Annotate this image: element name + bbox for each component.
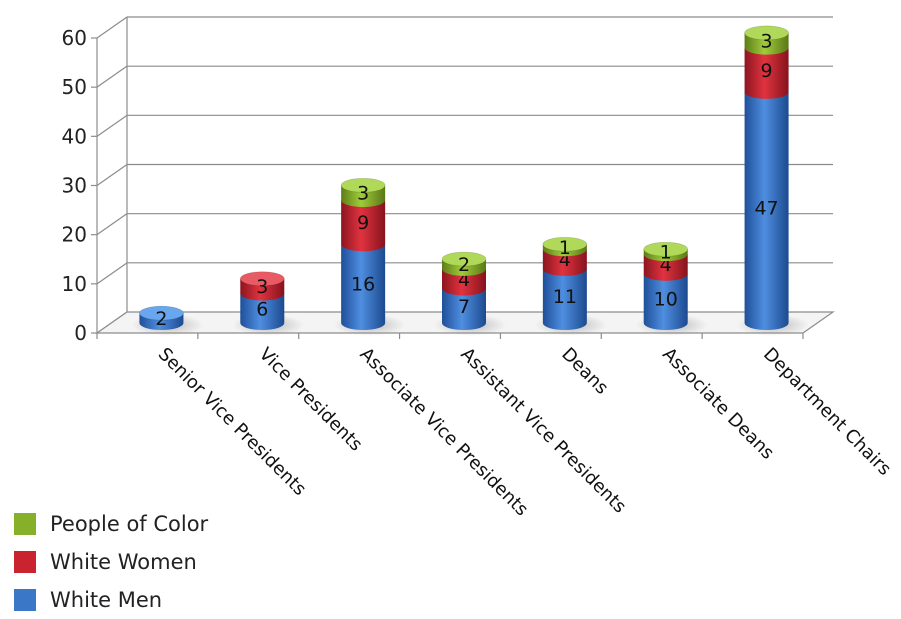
data-label: 2	[458, 254, 470, 276]
y-tick-label: 40	[62, 124, 87, 148]
legend-item-white-men: White Men	[14, 581, 208, 619]
legend-label: White Men	[50, 588, 163, 612]
bar-top-people-of-color	[643, 241, 689, 257]
data-label: 1	[660, 242, 672, 264]
gridline-side	[96, 213, 128, 236]
category-label: Assistant Vice Presidents	[456, 344, 630, 518]
bar-top-white-men	[139, 305, 184, 321]
data-label: 47	[754, 197, 778, 219]
bar-segment-white-men	[542, 268, 587, 331]
gridline-side	[96, 164, 128, 186]
y-tick-label: 0	[74, 321, 87, 345]
data-label: 1	[559, 237, 571, 259]
data-label: 3	[256, 276, 268, 298]
bar-top-white-women	[239, 271, 285, 287]
bar-segment-white-women	[442, 268, 486, 296]
data-label: 10	[654, 288, 678, 310]
data-label: 9	[761, 60, 773, 82]
data-label: 6	[256, 298, 268, 320]
y-tick-label: 60	[62, 26, 87, 50]
bar-top-people-of-color	[441, 251, 487, 267]
bar-segment-white-men	[744, 91, 789, 331]
gridline-side	[96, 262, 128, 285]
category-label: Department Chairs	[759, 344, 895, 480]
data-label: 3	[761, 30, 773, 52]
data-label: 11	[553, 286, 577, 308]
legend-label: People of Color	[50, 512, 209, 536]
legend-item-people-of-color: People of Color	[14, 505, 208, 543]
bar-segment-white-women	[542, 249, 587, 276]
gridline-side	[96, 114, 128, 137]
bar-segment-white-men	[240, 293, 285, 331]
data-label: 9	[357, 212, 369, 234]
data-label: 7	[458, 296, 470, 318]
gridline-side	[96, 65, 128, 88]
bar-segment-white-women	[744, 47, 789, 99]
y-tick-label: 20	[62, 223, 87, 247]
bar-top-people-of-color	[340, 177, 386, 193]
legend-item-white-women: White Women	[14, 543, 208, 581]
legend-swatch	[14, 589, 36, 611]
bar-segment-white-men	[643, 273, 688, 331]
bar-top-people-of-color	[542, 236, 588, 252]
y-tick-label: 50	[62, 75, 87, 99]
bar-segment-white-women	[341, 200, 386, 252]
gridline-side	[96, 16, 128, 39]
legend-swatch	[14, 513, 36, 535]
category-label: Deans	[557, 344, 612, 399]
data-label: 3	[357, 183, 369, 205]
y-tick-label: 10	[62, 272, 87, 296]
y-axis-ticks: 0 10 20 30 40 50 60	[62, 26, 804, 345]
legend: People of Color White Women White Men	[14, 505, 208, 619]
legend-label: White Women	[50, 550, 197, 574]
gridlines	[96, 16, 833, 334]
y-tick-label: 30	[62, 174, 87, 198]
data-label: 2	[155, 308, 167, 330]
category-label: Associate Vice Presidents	[356, 344, 533, 521]
bar-top-people-of-color	[744, 25, 789, 41]
bar-segment-white-women	[643, 254, 688, 281]
category-label: Associate Deans	[658, 344, 778, 464]
data-label: 16	[351, 274, 375, 296]
bar-segment-white-men	[442, 288, 486, 330]
bar-segment-white-men	[341, 244, 386, 331]
legend-swatch	[14, 551, 36, 573]
category-label: Vice Presidents	[255, 344, 367, 456]
